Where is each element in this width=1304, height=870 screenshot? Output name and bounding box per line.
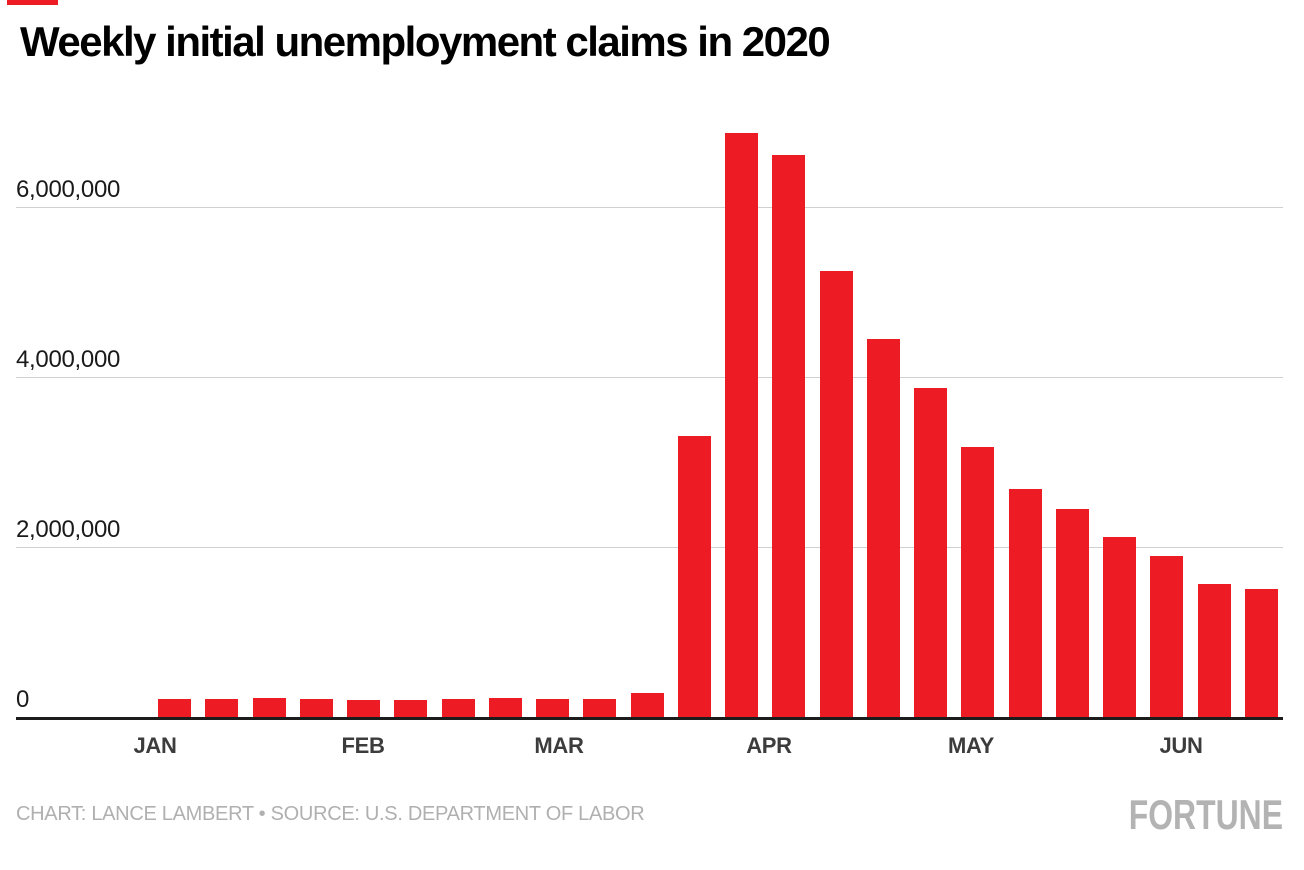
bar-week-feb-15 bbox=[442, 699, 475, 717]
bar-week-mar-28 bbox=[725, 133, 758, 717]
bar-week-jan-18 bbox=[253, 698, 286, 717]
x-axis-month-label-jun: JUN bbox=[1159, 733, 1203, 758]
y-axis-label-6000000: 6,000,000 bbox=[16, 176, 121, 203]
chart-title: Weekly initial unemployment claims in 20… bbox=[20, 18, 831, 65]
bar-week-feb-29 bbox=[536, 699, 569, 717]
bar-week-apr-11 bbox=[820, 271, 853, 717]
x-axis-baseline bbox=[16, 717, 1283, 720]
bar-week-apr-18 bbox=[867, 339, 900, 717]
bar-week-jun-13 bbox=[1245, 589, 1278, 717]
y-axis-label-2000000: 2,000,000 bbox=[16, 516, 121, 543]
bar-week-mar-21 bbox=[678, 436, 711, 717]
y-axis-label-0: 0 bbox=[16, 686, 30, 713]
bar-week-feb-8 bbox=[394, 700, 427, 717]
bar-week-jan-25 bbox=[300, 699, 333, 717]
gridline-2000000 bbox=[16, 546, 1283, 548]
bar-week-may-9 bbox=[1009, 489, 1042, 717]
x-axis-month-label-feb: FEB bbox=[341, 733, 385, 758]
brand-accent-dash bbox=[7, 0, 58, 5]
bar-week-jan-4 bbox=[158, 699, 191, 717]
bar-week-jan-11 bbox=[205, 699, 238, 717]
x-axis-month-label-apr: APR bbox=[746, 733, 792, 758]
credit-line: CHART: LANCE LAMBERT • SOURCE: U.S. DEPA… bbox=[16, 803, 645, 825]
fortune-logo: FORTUNE bbox=[1128, 791, 1283, 838]
bar-week-apr-4 bbox=[772, 155, 805, 717]
bar-week-may-16 bbox=[1056, 509, 1089, 717]
bar-week-feb-22 bbox=[489, 698, 522, 717]
x-axis-month-label-jan: JAN bbox=[133, 733, 177, 758]
bar-week-feb-1 bbox=[347, 700, 380, 717]
bar-week-may-30 bbox=[1150, 556, 1183, 717]
gridline-6000000 bbox=[16, 206, 1283, 208]
x-axis-month-label-mar: MAR bbox=[534, 733, 584, 758]
bar-week-mar-7 bbox=[583, 699, 616, 717]
bar-week-apr-25 bbox=[914, 388, 947, 717]
bar-week-jun-6 bbox=[1198, 584, 1231, 717]
y-axis-label-4000000: 4,000,000 bbox=[16, 346, 121, 373]
bar-week-may-23 bbox=[1103, 537, 1136, 717]
x-axis-month-label-may: MAY bbox=[948, 733, 994, 758]
bar-week-mar-14 bbox=[631, 693, 664, 717]
bar-week-may-2 bbox=[961, 447, 994, 717]
gridline-4000000 bbox=[16, 376, 1283, 378]
